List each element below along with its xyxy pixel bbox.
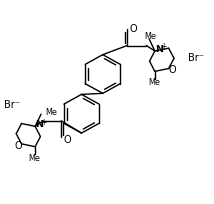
Text: N: N: [35, 119, 43, 128]
Text: +: +: [40, 117, 47, 126]
Text: Me: Me: [28, 153, 40, 162]
Text: Br⁻: Br⁻: [4, 99, 20, 109]
Text: +: +: [160, 42, 166, 51]
Text: O: O: [64, 134, 71, 144]
Text: Br⁻: Br⁻: [188, 52, 204, 62]
Text: Me: Me: [148, 78, 160, 87]
Text: N: N: [155, 44, 163, 53]
Text: Me: Me: [144, 32, 156, 41]
Text: O: O: [130, 24, 137, 34]
Text: O: O: [168, 65, 176, 75]
Text: Me: Me: [45, 107, 57, 116]
Text: O: O: [14, 140, 22, 150]
